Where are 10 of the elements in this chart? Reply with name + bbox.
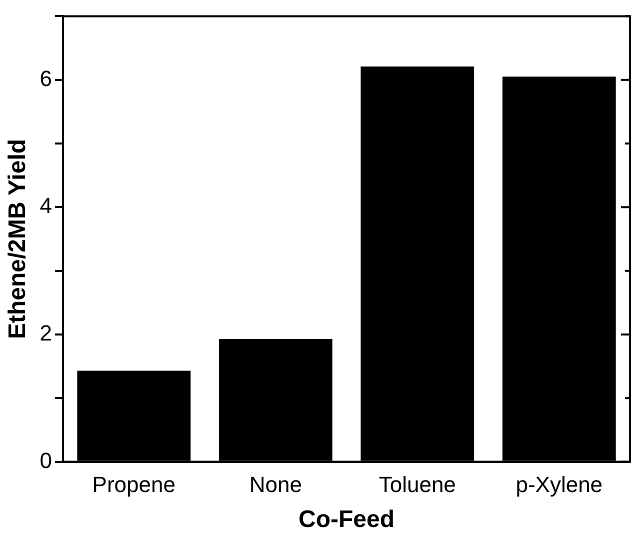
x-tick-label: Propene bbox=[92, 472, 176, 498]
y-tick-label: 0 bbox=[40, 448, 52, 473]
x-tick-label: Toluene bbox=[378, 472, 456, 498]
y-tick-label: 6 bbox=[40, 66, 52, 91]
y-tick-label: 2 bbox=[40, 320, 52, 346]
x-tick-label: p-Xylene bbox=[516, 472, 603, 498]
x-tick-label: None bbox=[249, 472, 302, 498]
y-axis-title: Ethene/2MB Yield bbox=[4, 138, 32, 340]
y-tick-label: 4 bbox=[40, 193, 52, 218]
x-axis-title: Co-Feed bbox=[298, 506, 395, 534]
